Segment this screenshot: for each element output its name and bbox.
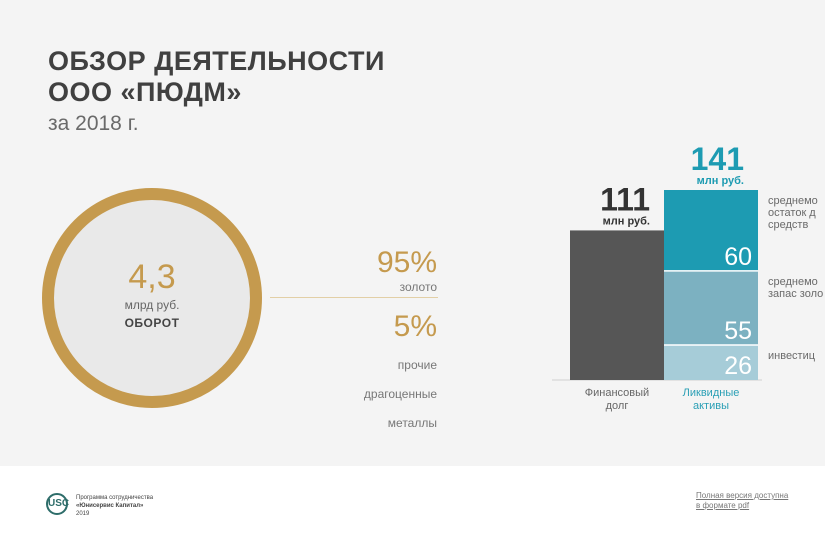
segment-description-3-1: остаток д bbox=[768, 207, 816, 219]
title-line-2: ООО «ПЮДМ» bbox=[48, 77, 242, 107]
share-gold-percent: 95% bbox=[376, 246, 437, 279]
share-other-label-3: металлы bbox=[387, 416, 437, 430]
bar-segment-0-0 bbox=[570, 230, 664, 380]
share-other-percent: 5% bbox=[393, 310, 437, 343]
bar-segment-label-2: 55 bbox=[724, 317, 752, 345]
bar-total-unit-0: млн руб. bbox=[603, 215, 650, 227]
category-label-0-1: долг bbox=[606, 400, 629, 412]
turnover-value: 4,3 bbox=[128, 258, 176, 296]
full-version-link[interactable]: Полная версия доступна в формате pdf bbox=[696, 491, 788, 511]
category-label-1-1: активы bbox=[693, 400, 729, 412]
company-line-1: Программа сотрудничества bbox=[76, 495, 154, 501]
segment-description-3-0: среднемо bbox=[768, 195, 818, 207]
bar-segment-1-2 bbox=[664, 270, 758, 345]
segment-description-2-0: среднемо bbox=[768, 276, 818, 288]
share-other-label-2: драгоценные bbox=[363, 387, 437, 401]
bar-total-0: 111 bbox=[600, 181, 650, 217]
bar-segment-label-1: 26 bbox=[724, 352, 752, 380]
share-gold-label: золото bbox=[399, 280, 437, 294]
bar-segment-label-3: 60 bbox=[724, 243, 752, 271]
turnover-label: ОБОРОТ bbox=[124, 316, 180, 330]
company-logo-icon: USC bbox=[46, 493, 69, 515]
share-gold: 95% золото bbox=[377, 246, 437, 295]
share-other: 5% прочие драгоценные металлы bbox=[364, 310, 437, 431]
segment-description-3-2: средств bbox=[768, 219, 808, 231]
full-version-link-line-2: в формате pdf bbox=[696, 501, 750, 510]
turnover-unit: млрд руб. bbox=[124, 298, 180, 312]
bar-segment-1-3 bbox=[664, 190, 758, 271]
segment-description-2-1: запас золо bbox=[768, 288, 823, 300]
company-line-2: «Юнисервис Капитал» bbox=[76, 503, 144, 509]
footer bbox=[0, 466, 825, 546]
share-other-label-1: прочие bbox=[397, 358, 437, 372]
full-version-link-line-1: Полная версия доступна bbox=[696, 491, 789, 500]
page-title: ОБЗОР ДЕЯТЕЛЬНОСТИ ООО «ПЮДМ» bbox=[48, 46, 385, 108]
segment-description-1-0: инвестиц bbox=[768, 350, 816, 362]
company-name: Программа сотрудничества «Юнисервис Капи… bbox=[76, 494, 153, 518]
bar-total-1: 141 bbox=[691, 141, 744, 177]
bar-segment-1-1 bbox=[664, 344, 758, 380]
bar-total-unit-1: млн руб. bbox=[697, 175, 744, 187]
company-line-3: 2019 bbox=[76, 511, 90, 517]
category-label-1-0: Ликвидные bbox=[683, 387, 740, 399]
page-subtitle: за 2018 г. bbox=[48, 112, 139, 135]
turnover-content: 4,3 млрд руб. ОБОРОТ bbox=[54, 258, 250, 330]
connector-line bbox=[270, 297, 438, 298]
title-line-1: ОБЗОР ДЕЯТЕЛЬНОСТИ bbox=[48, 46, 385, 76]
category-label-0-0: Финансовый bbox=[585, 387, 649, 399]
